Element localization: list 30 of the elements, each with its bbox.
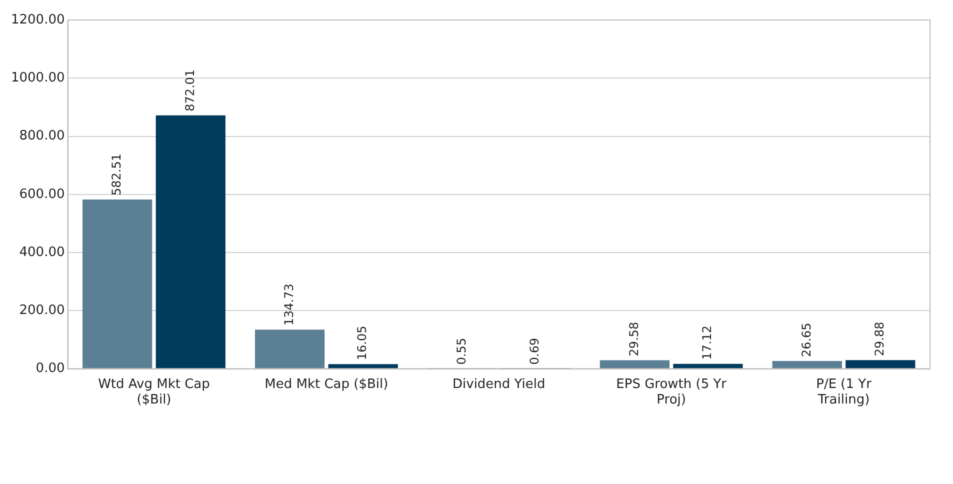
bar	[82, 199, 152, 368]
data-label: 16.05	[355, 326, 370, 360]
x-tick-label: Wtd Avg Mkt Cap ($Bil)	[98, 376, 210, 408]
data-label: 134.73	[282, 284, 296, 326]
y-tick-label: 0.00	[36, 361, 65, 376]
y-tick-label: 800.00	[19, 128, 65, 144]
x-tick-label: Dividend Yield	[452, 376, 546, 392]
data-label: 26.65	[799, 322, 814, 358]
bar	[673, 364, 743, 368]
y-tick-label: 200.00	[19, 303, 65, 318]
x-tick-label: P/E (1 Yr Trailing)	[816, 376, 872, 408]
x-tick-label: EPS Growth (5 Yr Proj)	[616, 376, 728, 408]
bar	[254, 330, 325, 368]
bar	[600, 360, 670, 368]
data-label: 17.12	[700, 325, 714, 360]
bar	[846, 360, 916, 368]
data-label: 0.69	[528, 338, 542, 365]
y-tick-label: 1200.00	[10, 12, 65, 28]
bar	[328, 364, 398, 368]
y-tick-label: 1000.00	[10, 70, 65, 86]
bar	[156, 115, 226, 368]
data-label: 29.88	[872, 322, 887, 356]
bar	[772, 361, 842, 368]
data-label: 0.55	[454, 338, 468, 365]
data-label: 872.01	[182, 69, 197, 112]
y-tick-label: 600.00	[19, 186, 65, 202]
x-tick-label: Med Mkt Cap ($Bil)	[264, 376, 388, 392]
y-tick-label: 400.00	[19, 244, 65, 260]
data-label: 582.51	[109, 153, 124, 196]
data-label: 29.58	[626, 322, 641, 356]
